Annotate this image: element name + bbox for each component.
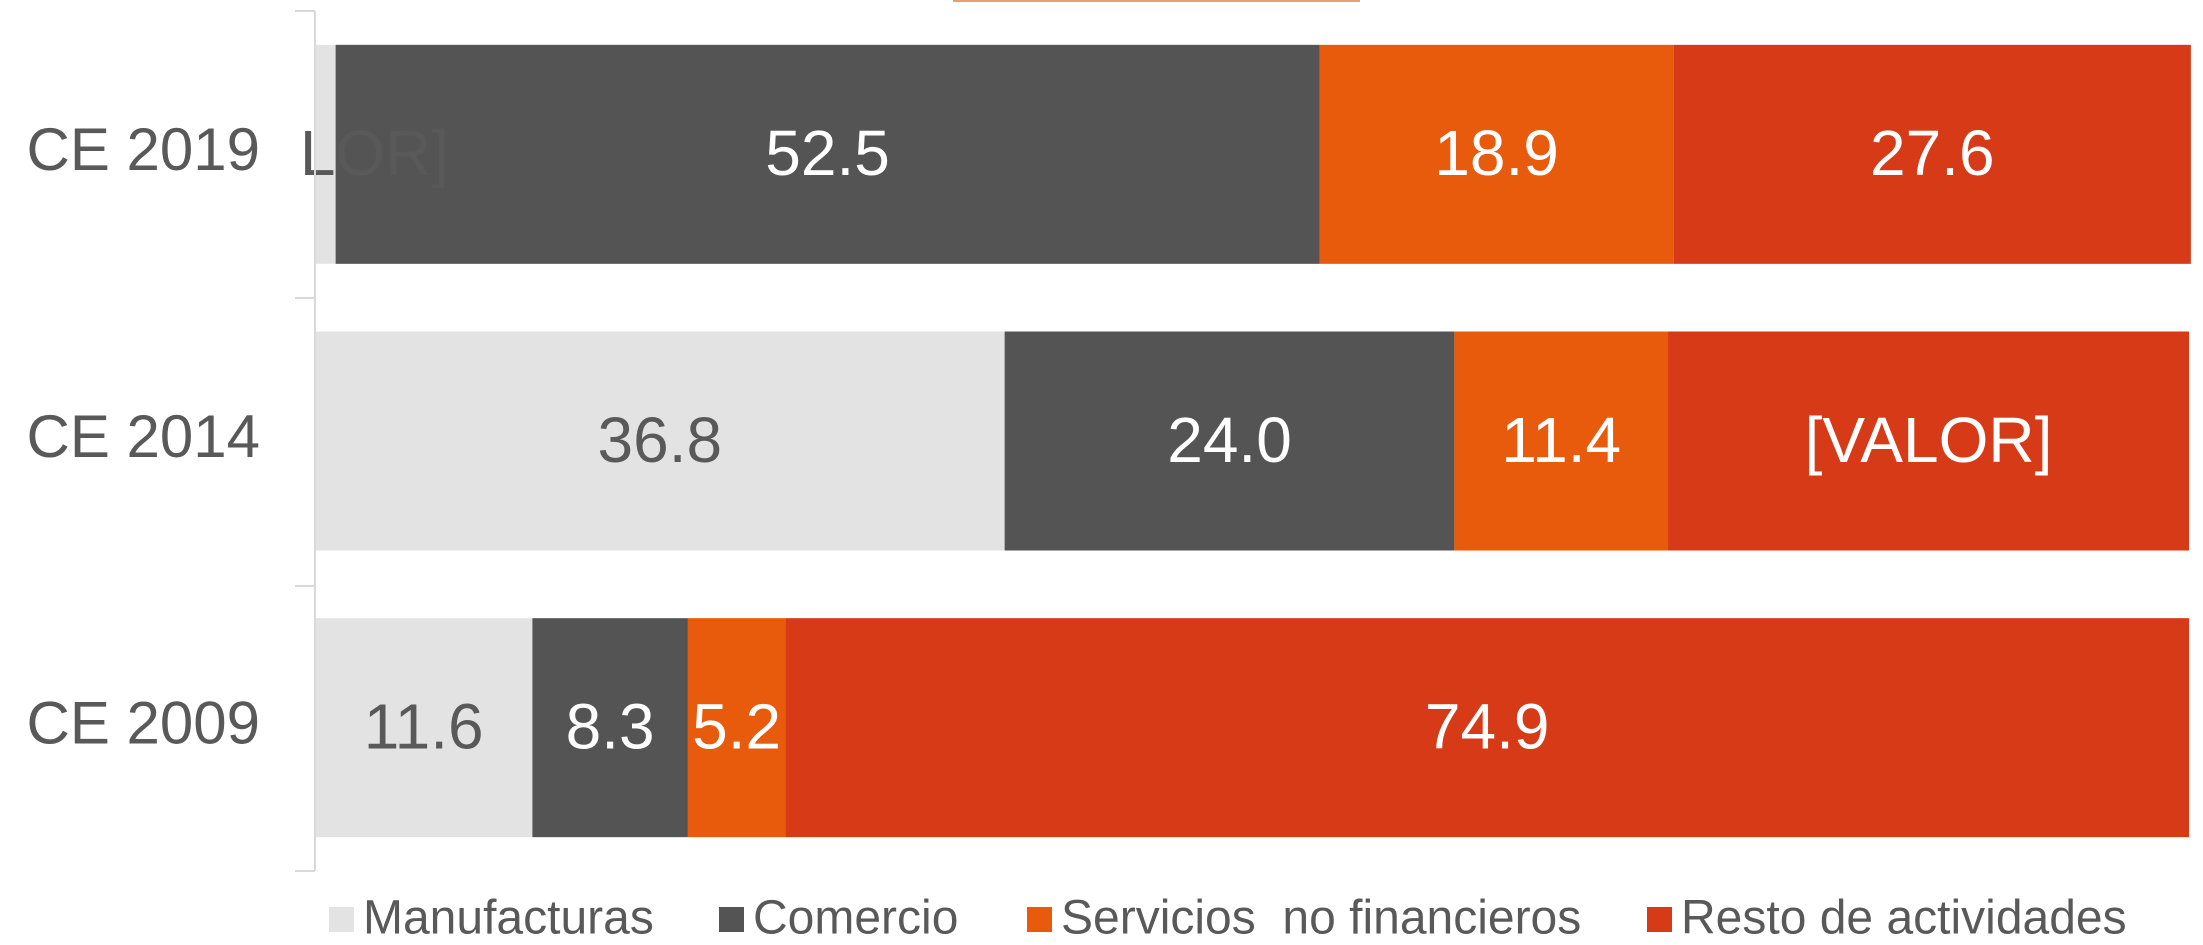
data-label: 36.8 — [598, 404, 723, 476]
legend-swatch — [329, 907, 354, 932]
bar-segment — [1454, 331, 1669, 551]
data-label: 27.6 — [1870, 117, 1995, 189]
data-label: 11.4 — [1501, 404, 1621, 476]
bars — [315, 44, 2191, 838]
legend-label: Comercio — [753, 892, 958, 945]
data-label: 74.9 — [1425, 691, 1550, 763]
bar-segment — [1673, 44, 2191, 264]
category-label: CE 2009 — [27, 690, 261, 757]
category-label: CE 2014 — [27, 403, 261, 470]
bar-segment — [315, 331, 1005, 551]
legend-label: Manufacturas — [363, 892, 654, 945]
bar-segment — [1004, 331, 1455, 551]
bar-segment — [687, 618, 786, 838]
data-label: 52.5 — [765, 117, 890, 189]
category-axis — [295, 10, 316, 872]
bar-segment — [532, 618, 688, 838]
data-label: 8.3 — [566, 691, 655, 763]
bar-segment — [315, 618, 533, 838]
legend-swatch — [719, 907, 744, 932]
bar-segment — [335, 44, 1320, 264]
legend-label: Resto de actividades — [1681, 892, 2127, 945]
legend-label: Servicios no financieros — [1061, 892, 1581, 945]
data-label: 24.0 — [1167, 404, 1292, 476]
data-label: [VALOR] — [1805, 404, 2053, 476]
legend: Manufacturas Comercio Servicios no financi… — [329, 892, 2127, 945]
data-label: 11.6 — [364, 691, 484, 763]
legend-swatch — [1027, 907, 1052, 932]
data-labels: [VALOR] 52.5 18.9 27.6 36.8 24.0 11.4 [VALOR] 11… — [201, 117, 2053, 763]
data-label: [VALOR] — [201, 117, 449, 189]
bar-segment — [1319, 44, 1674, 264]
legend-swatch — [1647, 907, 1672, 932]
data-label: 18.9 — [1434, 117, 1559, 189]
bar-segment — [785, 618, 2189, 838]
bar-segment — [315, 44, 336, 264]
category-label: CE 2019 — [27, 116, 261, 183]
bar-segment — [1668, 331, 2189, 551]
data-label: 5.2 — [692, 691, 781, 763]
